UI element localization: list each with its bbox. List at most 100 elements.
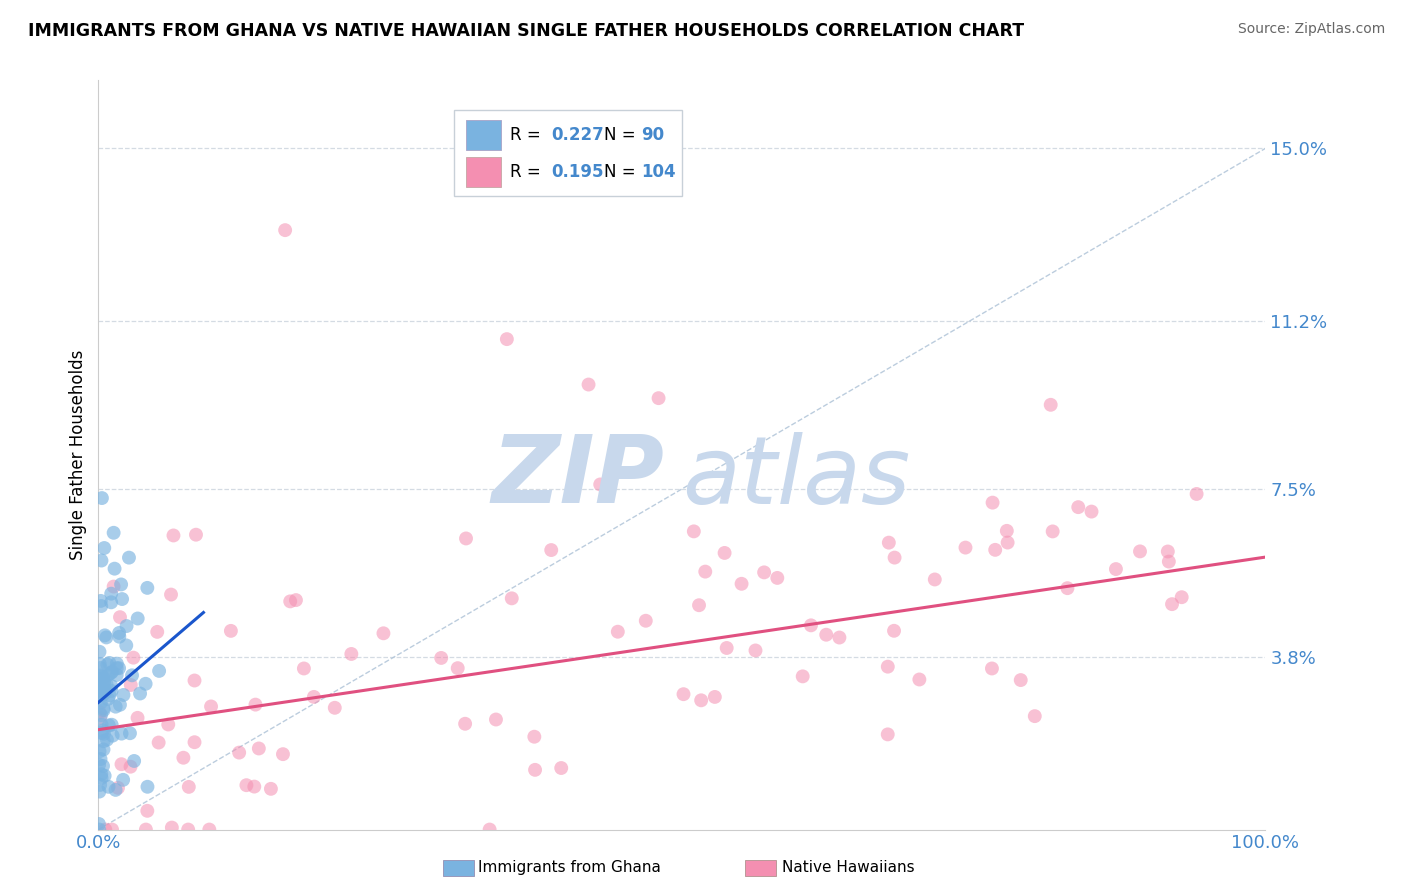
Point xyxy=(100,665,122,680)
Point xyxy=(90,670,112,684)
Point xyxy=(183,673,205,688)
Point xyxy=(90,553,112,567)
Point xyxy=(91,685,114,699)
Point xyxy=(1157,544,1180,558)
Point xyxy=(815,628,838,642)
Point xyxy=(112,688,135,702)
Point xyxy=(93,686,115,700)
Point xyxy=(127,711,149,725)
Point xyxy=(120,678,142,692)
Point xyxy=(122,754,145,768)
Point xyxy=(90,491,112,505)
Point xyxy=(96,657,118,672)
Point xyxy=(744,643,766,657)
Point xyxy=(908,673,931,687)
Point xyxy=(703,690,725,704)
Point xyxy=(90,708,112,723)
Point xyxy=(98,656,121,670)
Point xyxy=(127,611,149,625)
Point xyxy=(219,624,242,638)
Point xyxy=(260,781,283,796)
Point xyxy=(89,706,111,720)
Point xyxy=(103,580,125,594)
Point xyxy=(118,726,141,740)
Point xyxy=(1170,591,1192,605)
Point xyxy=(883,624,905,638)
Point xyxy=(876,727,898,741)
Point xyxy=(1157,555,1180,569)
Point xyxy=(89,744,111,758)
Point xyxy=(108,626,131,640)
Point xyxy=(1056,581,1078,595)
Point xyxy=(177,822,200,837)
Point xyxy=(828,631,851,645)
Point xyxy=(90,696,112,710)
Point xyxy=(115,619,138,633)
Point xyxy=(101,665,124,679)
Point xyxy=(110,577,132,591)
Point xyxy=(93,676,115,690)
Point xyxy=(1010,673,1032,687)
Text: 90: 90 xyxy=(641,126,664,144)
Point xyxy=(984,542,1007,557)
Point xyxy=(162,528,184,542)
Point xyxy=(87,678,110,692)
Point xyxy=(111,592,134,607)
Point xyxy=(177,780,200,794)
Point xyxy=(89,645,111,659)
Point xyxy=(115,639,138,653)
Text: N =: N = xyxy=(603,126,641,144)
Point xyxy=(340,647,363,661)
Point xyxy=(104,783,127,797)
Point xyxy=(634,614,657,628)
Point xyxy=(112,772,135,787)
Point xyxy=(87,681,110,695)
Text: Source: ZipAtlas.com: Source: ZipAtlas.com xyxy=(1237,22,1385,37)
Point xyxy=(103,562,125,576)
Point xyxy=(91,723,114,738)
Text: 104: 104 xyxy=(641,163,676,181)
Point xyxy=(485,713,508,727)
Point xyxy=(198,822,221,837)
Point xyxy=(523,730,546,744)
Point xyxy=(89,677,111,691)
Point xyxy=(118,550,141,565)
Point xyxy=(107,780,129,795)
Point xyxy=(90,717,112,731)
Point xyxy=(682,524,704,539)
Point xyxy=(108,661,131,675)
Point xyxy=(1129,544,1152,558)
Point xyxy=(284,593,307,607)
Text: R =: R = xyxy=(510,126,547,144)
Point xyxy=(93,742,115,756)
Point xyxy=(877,535,900,549)
Point xyxy=(100,717,122,731)
Point xyxy=(89,784,111,798)
Point xyxy=(540,543,562,558)
Point xyxy=(883,550,905,565)
Point xyxy=(292,661,315,675)
Text: atlas: atlas xyxy=(682,432,910,523)
Point xyxy=(606,624,628,639)
Point xyxy=(981,661,1004,675)
Bar xyxy=(465,158,501,187)
Point xyxy=(93,727,115,741)
Point xyxy=(1105,562,1128,576)
Point xyxy=(997,535,1019,549)
Point xyxy=(274,223,297,237)
Point xyxy=(89,668,111,682)
Point xyxy=(172,750,194,764)
Point xyxy=(93,541,115,555)
Point xyxy=(89,711,111,725)
Text: 0.195: 0.195 xyxy=(551,163,603,181)
Point xyxy=(752,566,775,580)
Point xyxy=(101,729,124,743)
Point xyxy=(90,599,112,613)
Bar xyxy=(465,120,501,150)
Point xyxy=(589,477,612,491)
Point xyxy=(323,700,346,714)
Point xyxy=(695,565,717,579)
Point xyxy=(94,683,117,698)
Point xyxy=(100,679,122,693)
Point xyxy=(447,661,470,675)
